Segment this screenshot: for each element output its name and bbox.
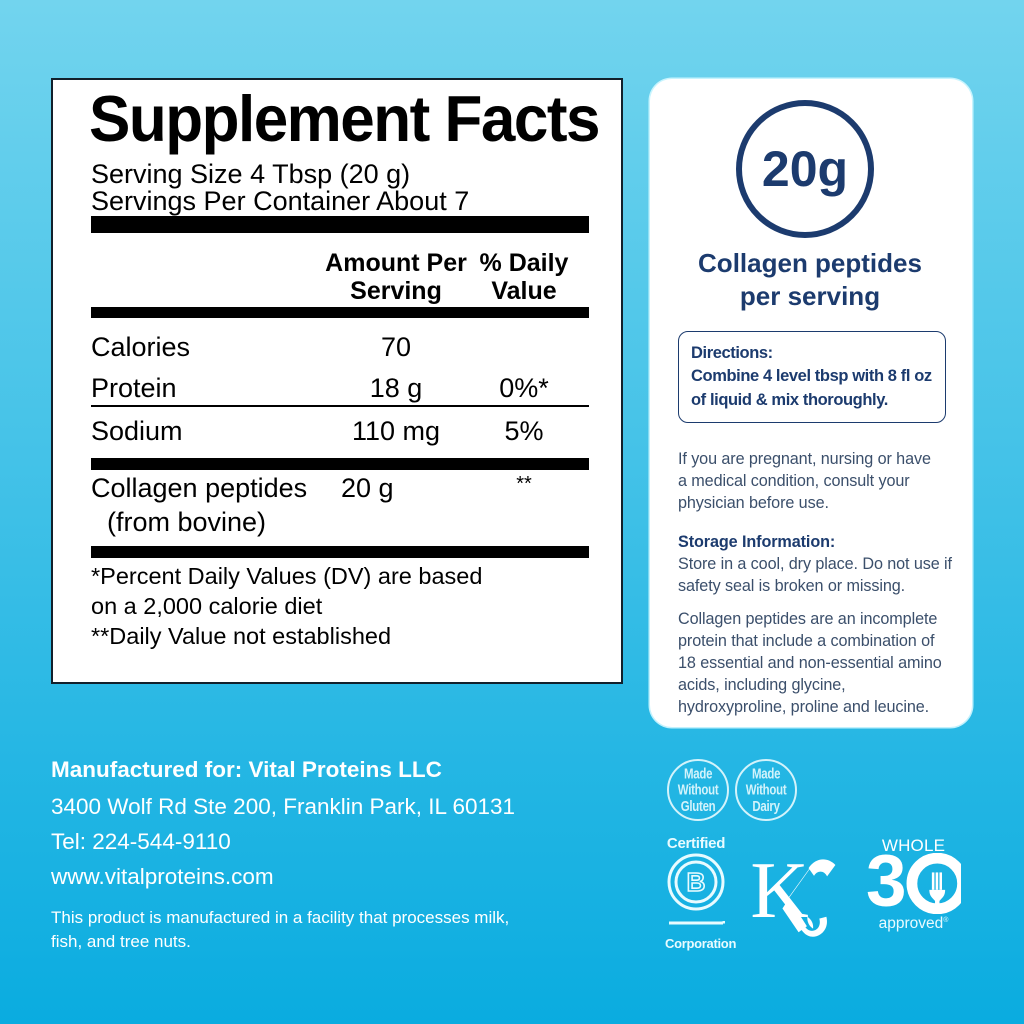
svg-text:B: B	[687, 867, 706, 897]
svg-text:3: 3	[866, 853, 907, 914]
